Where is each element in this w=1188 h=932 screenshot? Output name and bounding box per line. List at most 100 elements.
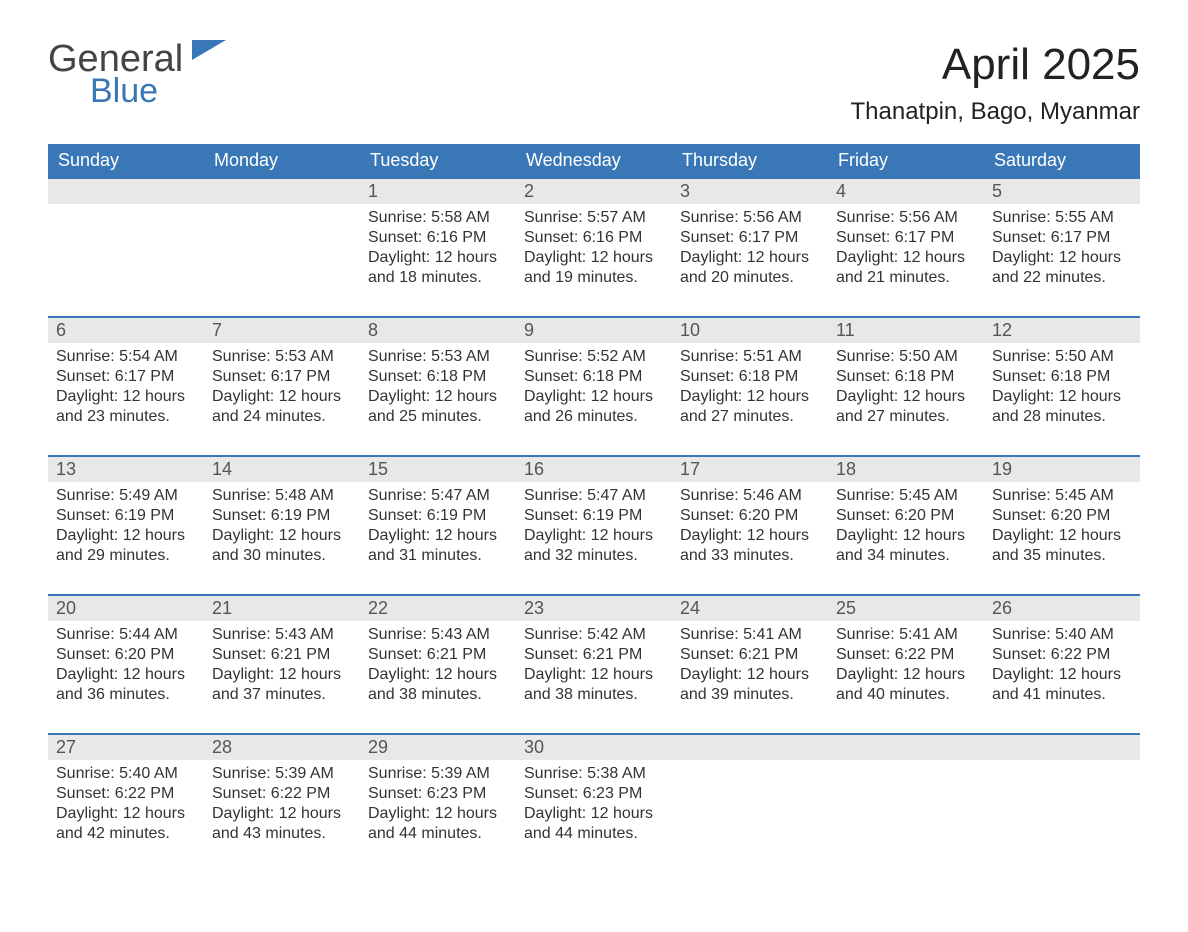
sunset-line: Sunset: 6:21 PM — [368, 645, 508, 665]
day-number: 11 — [828, 318, 984, 343]
day-number: 19 — [984, 457, 1140, 482]
day-details: Sunrise: 5:40 AMSunset: 6:22 PMDaylight:… — [984, 621, 1140, 733]
day-number: 24 — [672, 596, 828, 621]
sunrise-line: Sunrise: 5:56 AM — [680, 208, 820, 228]
calendar-cell-day-26: 26Sunrise: 5:40 AMSunset: 6:22 PMDayligh… — [984, 595, 1140, 734]
daylight-line: Daylight: 12 hours and 18 minutes. — [368, 248, 508, 288]
sunset-line: Sunset: 6:16 PM — [524, 228, 664, 248]
day-details: Sunrise: 5:54 AMSunset: 6:17 PMDaylight:… — [48, 343, 204, 455]
day-number: 6 — [48, 318, 204, 343]
day-details: Sunrise: 5:39 AMSunset: 6:22 PMDaylight:… — [204, 760, 360, 872]
daylight-line: Daylight: 12 hours and 30 minutes. — [212, 526, 352, 566]
day-number: 22 — [360, 596, 516, 621]
sunset-line: Sunset: 6:19 PM — [368, 506, 508, 526]
daylight-line: Daylight: 12 hours and 44 minutes. — [524, 804, 664, 844]
sunset-line: Sunset: 6:21 PM — [524, 645, 664, 665]
sunrise-line: Sunrise: 5:55 AM — [992, 208, 1132, 228]
day-details: Sunrise: 5:39 AMSunset: 6:23 PMDaylight:… — [360, 760, 516, 872]
day-number-blank — [672, 735, 828, 760]
sunrise-line: Sunrise: 5:51 AM — [680, 347, 820, 367]
calendar-cell-day-1: 1Sunrise: 5:58 AMSunset: 6:16 PMDaylight… — [360, 178, 516, 317]
day-number: 30 — [516, 735, 672, 760]
day-number: 25 — [828, 596, 984, 621]
calendar-cell-day-3: 3Sunrise: 5:56 AMSunset: 6:17 PMDaylight… — [672, 178, 828, 317]
location-subtitle: Thanatpin, Bago, Myanmar — [851, 98, 1141, 126]
calendar-cell-day-24: 24Sunrise: 5:41 AMSunset: 6:21 PMDayligh… — [672, 595, 828, 734]
calendar-cell-day-25: 25Sunrise: 5:41 AMSunset: 6:22 PMDayligh… — [828, 595, 984, 734]
sunrise-line: Sunrise: 5:48 AM — [212, 486, 352, 506]
sunset-line: Sunset: 6:22 PM — [992, 645, 1132, 665]
daylight-line: Daylight: 12 hours and 23 minutes. — [56, 387, 196, 427]
day-details: Sunrise: 5:41 AMSunset: 6:22 PMDaylight:… — [828, 621, 984, 733]
day-details: Sunrise: 5:55 AMSunset: 6:17 PMDaylight:… — [984, 204, 1140, 316]
calendar-cell-day-4: 4Sunrise: 5:56 AMSunset: 6:17 PMDaylight… — [828, 178, 984, 317]
month-title: April 2025 — [851, 40, 1141, 90]
day-details: Sunrise: 5:48 AMSunset: 6:19 PMDaylight:… — [204, 482, 360, 594]
day-number: 28 — [204, 735, 360, 760]
calendar-cell-day-18: 18Sunrise: 5:45 AMSunset: 6:20 PMDayligh… — [828, 456, 984, 595]
calendar-cell-day-10: 10Sunrise: 5:51 AMSunset: 6:18 PMDayligh… — [672, 317, 828, 456]
sunset-line: Sunset: 6:17 PM — [680, 228, 820, 248]
sunset-line: Sunset: 6:19 PM — [524, 506, 664, 526]
day-number: 12 — [984, 318, 1140, 343]
calendar-cell-day-27: 27Sunrise: 5:40 AMSunset: 6:22 PMDayligh… — [48, 734, 204, 872]
day-header-tuesday: Tuesday — [360, 144, 516, 178]
day-number: 18 — [828, 457, 984, 482]
day-details: Sunrise: 5:46 AMSunset: 6:20 PMDaylight:… — [672, 482, 828, 594]
day-details: Sunrise: 5:38 AMSunset: 6:23 PMDaylight:… — [516, 760, 672, 872]
day-header-thursday: Thursday — [672, 144, 828, 178]
sunset-line: Sunset: 6:18 PM — [992, 367, 1132, 387]
sunset-line: Sunset: 6:21 PM — [212, 645, 352, 665]
day-details: Sunrise: 5:45 AMSunset: 6:20 PMDaylight:… — [828, 482, 984, 594]
daylight-line: Daylight: 12 hours and 33 minutes. — [680, 526, 820, 566]
day-number: 17 — [672, 457, 828, 482]
day-details: Sunrise: 5:43 AMSunset: 6:21 PMDaylight:… — [204, 621, 360, 733]
daylight-line: Daylight: 12 hours and 20 minutes. — [680, 248, 820, 288]
day-header-saturday: Saturday — [984, 144, 1140, 178]
sunrise-line: Sunrise: 5:56 AM — [836, 208, 976, 228]
day-number: 23 — [516, 596, 672, 621]
sunrise-line: Sunrise: 5:47 AM — [524, 486, 664, 506]
day-number: 2 — [516, 179, 672, 204]
sunset-line: Sunset: 6:18 PM — [680, 367, 820, 387]
calendar-cell-day-17: 17Sunrise: 5:46 AMSunset: 6:20 PMDayligh… — [672, 456, 828, 595]
sunrise-line: Sunrise: 5:44 AM — [56, 625, 196, 645]
day-number: 1 — [360, 179, 516, 204]
sunset-line: Sunset: 6:17 PM — [992, 228, 1132, 248]
sunset-line: Sunset: 6:19 PM — [212, 506, 352, 526]
sunrise-line: Sunrise: 5:38 AM — [524, 764, 664, 784]
sunrise-line: Sunrise: 5:40 AM — [56, 764, 196, 784]
day-number: 10 — [672, 318, 828, 343]
day-number: 26 — [984, 596, 1140, 621]
calendar-cell-blank — [48, 178, 204, 317]
logo: General Blue — [48, 40, 226, 108]
day-header-monday: Monday — [204, 144, 360, 178]
daylight-line: Daylight: 12 hours and 27 minutes. — [836, 387, 976, 427]
sunrise-line: Sunrise: 5:45 AM — [836, 486, 976, 506]
daylight-line: Daylight: 12 hours and 21 minutes. — [836, 248, 976, 288]
sunset-line: Sunset: 6:23 PM — [524, 784, 664, 804]
daylight-line: Daylight: 12 hours and 40 minutes. — [836, 665, 976, 705]
sunrise-line: Sunrise: 5:39 AM — [212, 764, 352, 784]
calendar-week-row: 6Sunrise: 5:54 AMSunset: 6:17 PMDaylight… — [48, 317, 1140, 456]
day-details: Sunrise: 5:47 AMSunset: 6:19 PMDaylight:… — [360, 482, 516, 594]
calendar-cell-day-20: 20Sunrise: 5:44 AMSunset: 6:20 PMDayligh… — [48, 595, 204, 734]
daylight-line: Daylight: 12 hours and 29 minutes. — [56, 526, 196, 566]
calendar-week-row: 13Sunrise: 5:49 AMSunset: 6:19 PMDayligh… — [48, 456, 1140, 595]
day-number-blank — [984, 735, 1140, 760]
sunset-line: Sunset: 6:22 PM — [212, 784, 352, 804]
daylight-line: Daylight: 12 hours and 19 minutes. — [524, 248, 664, 288]
calendar-cell-blank — [672, 734, 828, 872]
sunset-line: Sunset: 6:18 PM — [836, 367, 976, 387]
daylight-line: Daylight: 12 hours and 32 minutes. — [524, 526, 664, 566]
logo-word-blue: Blue — [90, 74, 226, 108]
sunrise-line: Sunrise: 5:54 AM — [56, 347, 196, 367]
calendar-cell-day-21: 21Sunrise: 5:43 AMSunset: 6:21 PMDayligh… — [204, 595, 360, 734]
daylight-line: Daylight: 12 hours and 38 minutes. — [524, 665, 664, 705]
day-header-sunday: Sunday — [48, 144, 204, 178]
daylight-line: Daylight: 12 hours and 37 minutes. — [212, 665, 352, 705]
calendar-week-row: 1Sunrise: 5:58 AMSunset: 6:16 PMDaylight… — [48, 178, 1140, 317]
sunrise-line: Sunrise: 5:50 AM — [992, 347, 1132, 367]
day-header-friday: Friday — [828, 144, 984, 178]
calendar-cell-day-19: 19Sunrise: 5:45 AMSunset: 6:20 PMDayligh… — [984, 456, 1140, 595]
